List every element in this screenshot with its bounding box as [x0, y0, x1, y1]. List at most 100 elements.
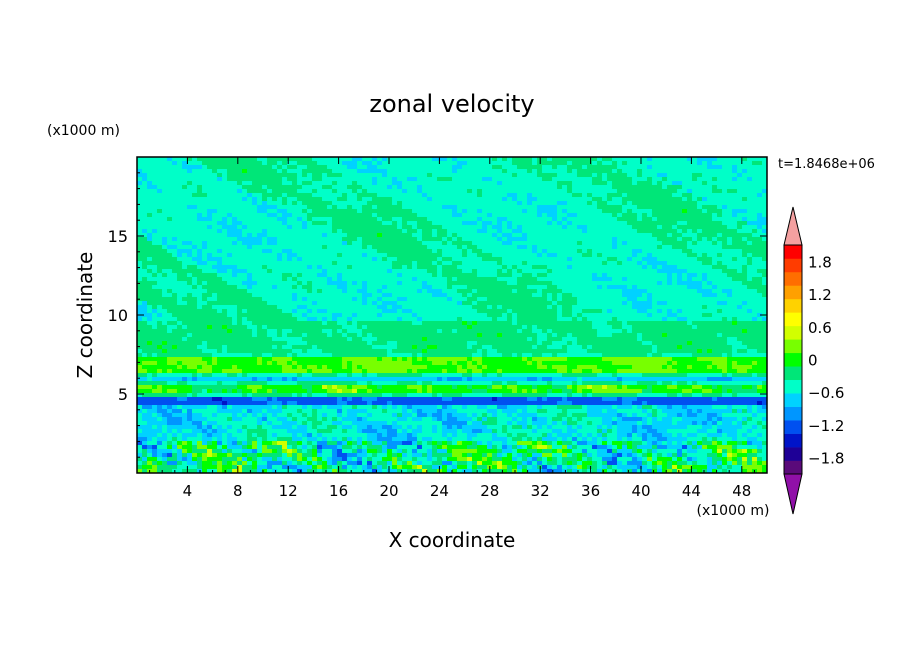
field-cell — [142, 169, 148, 174]
field-cell — [362, 297, 368, 302]
field-cell — [522, 205, 528, 210]
field-cell — [612, 161, 618, 166]
field-cell — [522, 285, 528, 290]
field-cell — [297, 201, 303, 206]
field-cell — [567, 241, 573, 246]
field-cell — [397, 249, 403, 254]
field-cell — [587, 217, 593, 222]
field-cell — [487, 285, 493, 290]
field-cell — [437, 225, 443, 230]
field-cell — [452, 217, 458, 222]
field-cell — [372, 289, 378, 294]
field-cell — [302, 193, 308, 198]
field-cell — [227, 217, 233, 222]
field-cell — [337, 201, 343, 206]
field-cell — [207, 169, 213, 174]
field-cell — [282, 181, 288, 186]
field-cell — [432, 309, 438, 314]
field-cell — [482, 265, 488, 270]
field-cell — [477, 309, 483, 314]
field-cell — [382, 309, 388, 314]
field-cell — [237, 313, 243, 318]
field-cell — [697, 161, 703, 166]
field-cell — [262, 265, 268, 270]
field-cell — [487, 225, 493, 230]
field-cell — [247, 253, 253, 258]
field-cell — [662, 305, 668, 310]
field-cell — [712, 233, 718, 238]
field-cell — [237, 221, 243, 226]
field-cell — [662, 201, 668, 206]
field-cell — [452, 177, 458, 182]
field-cell — [192, 297, 198, 302]
field-cell — [622, 289, 628, 294]
field-cell — [722, 241, 728, 246]
field-cell — [582, 165, 588, 170]
field-cell — [177, 185, 183, 190]
field-cell — [322, 165, 328, 170]
field-cell — [412, 233, 418, 238]
field-cell — [372, 233, 378, 238]
field-cell — [327, 173, 333, 178]
field-cell — [542, 273, 548, 278]
field-cell — [702, 165, 708, 170]
field-cell — [627, 221, 633, 226]
field-cell — [447, 257, 453, 262]
field-cell — [277, 249, 283, 254]
field-cell — [342, 193, 348, 198]
field-cell — [742, 165, 748, 170]
field-cell — [747, 197, 753, 202]
field-cell — [442, 213, 448, 218]
field-cell — [272, 277, 278, 282]
field-cell — [307, 285, 313, 290]
field-cell — [592, 185, 598, 190]
field-cell — [152, 289, 158, 294]
field-cell — [457, 265, 463, 270]
field-cell — [422, 277, 428, 282]
field-cell — [397, 165, 403, 170]
field-cell — [702, 229, 708, 234]
field-cell — [332, 193, 338, 198]
field-cell — [207, 281, 213, 286]
field-cell — [712, 225, 718, 230]
field-cell — [347, 257, 353, 262]
field-cell — [702, 257, 708, 262]
field-cell — [322, 293, 328, 298]
field-cell — [527, 245, 533, 250]
field-cell — [742, 181, 748, 186]
field-cell — [427, 269, 433, 274]
field-cell — [567, 205, 573, 210]
field-cell — [512, 301, 518, 306]
field-cell — [637, 305, 643, 310]
field-cell — [537, 285, 543, 290]
field-cell — [292, 181, 298, 186]
field-cell — [752, 209, 758, 214]
field-cell — [757, 157, 763, 162]
field-cell — [547, 273, 553, 278]
field-cell — [422, 273, 428, 278]
field-cell — [287, 309, 293, 314]
field-cell — [187, 253, 193, 258]
field-cell — [712, 209, 718, 214]
field-cell — [227, 261, 233, 266]
field-cell — [577, 237, 583, 242]
field-cell — [522, 293, 528, 298]
field-cell — [432, 177, 438, 182]
field-cell — [742, 233, 748, 238]
field-cell — [142, 157, 148, 162]
field-cell — [297, 205, 303, 210]
field-cell — [637, 273, 643, 278]
field-cell — [692, 305, 698, 310]
field-cell — [222, 201, 228, 206]
field-cell — [542, 241, 548, 246]
field-cell — [377, 285, 383, 290]
field-cell — [352, 165, 358, 170]
field-cell — [202, 193, 208, 198]
field-cell — [652, 185, 658, 190]
field-cell — [222, 221, 228, 226]
field-cell — [697, 169, 703, 174]
field-cell — [462, 161, 468, 166]
field-cell — [697, 221, 703, 226]
field-cell — [452, 309, 458, 314]
field-cell — [417, 245, 423, 250]
